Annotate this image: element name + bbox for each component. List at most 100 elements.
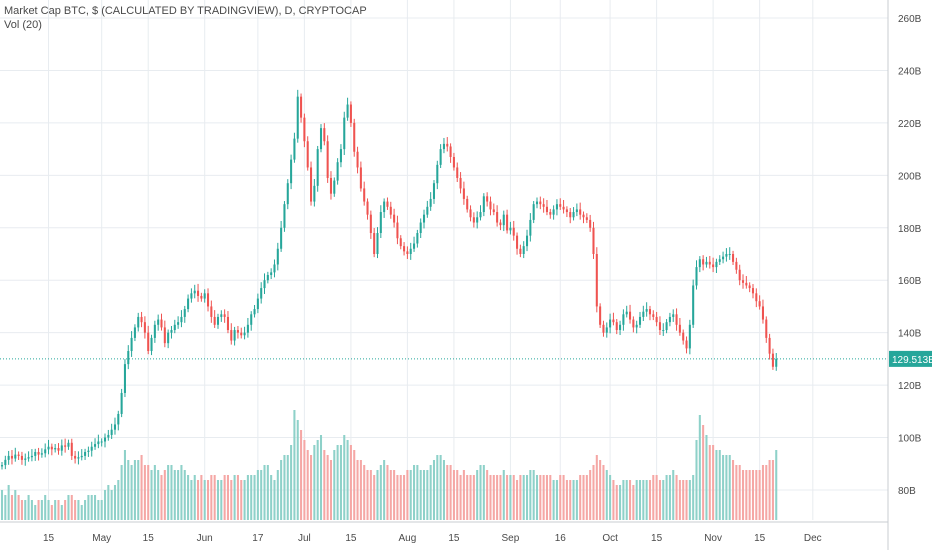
candle-body xyxy=(290,159,293,184)
volume-bar xyxy=(326,455,329,520)
candle-body xyxy=(462,188,465,199)
candle-body xyxy=(180,316,183,323)
last-price-label: 129.513B xyxy=(892,355,932,366)
volume-bar xyxy=(529,470,532,520)
candle-body xyxy=(422,214,426,223)
volume-bar xyxy=(479,465,482,520)
volume-bar xyxy=(476,470,479,520)
volume-bar xyxy=(771,460,774,520)
volume-bar xyxy=(117,480,120,520)
candle-body xyxy=(672,314,675,317)
volume-bar xyxy=(585,475,588,520)
volume-bar xyxy=(562,475,565,520)
volume-bar xyxy=(373,475,376,520)
candle-body xyxy=(565,209,568,213)
volume-bar xyxy=(732,460,735,520)
volume-bar xyxy=(47,500,50,520)
volume-bar xyxy=(619,485,622,520)
candle-body xyxy=(193,290,196,294)
candle-body xyxy=(456,167,459,178)
candle-body xyxy=(143,322,146,333)
time-tick-label: 15 xyxy=(345,533,357,544)
volume-bar xyxy=(286,455,289,520)
candle-body xyxy=(545,206,548,213)
candle-body xyxy=(316,149,319,186)
candle-body xyxy=(403,246,406,252)
candle-body xyxy=(253,309,256,315)
volume-bar xyxy=(256,470,259,520)
volume-bar xyxy=(609,475,612,520)
candle-body xyxy=(728,254,731,255)
candle-body xyxy=(559,204,562,207)
volume-bar xyxy=(94,495,97,520)
volume-bar xyxy=(133,460,136,520)
volume-bar xyxy=(140,455,143,520)
volume-bar xyxy=(150,470,153,520)
volume-bar xyxy=(579,475,582,520)
volume-bar xyxy=(506,475,509,520)
volume-bar xyxy=(339,445,342,520)
volume-bar xyxy=(273,480,276,520)
volume-indicator-label: Vol (20) xyxy=(4,19,42,31)
candle-body xyxy=(725,254,728,257)
candle-body xyxy=(718,259,721,262)
candle-body xyxy=(90,446,93,451)
candle-body xyxy=(442,143,445,150)
volume-bar xyxy=(532,470,535,520)
candle-body xyxy=(575,209,578,213)
candle-body xyxy=(512,227,515,236)
volume-bar xyxy=(519,475,522,520)
volume-bar xyxy=(469,475,472,520)
volume-bar xyxy=(210,475,213,520)
candle-body xyxy=(240,332,243,336)
volume-bar xyxy=(203,480,206,520)
volume-bar xyxy=(120,465,123,520)
candle-body xyxy=(692,285,695,325)
candle-body xyxy=(57,448,60,451)
volume-bar xyxy=(230,480,233,520)
volume-bar xyxy=(612,480,615,520)
volume-bar xyxy=(559,475,562,520)
candle-body xyxy=(609,319,612,328)
volume-bar xyxy=(323,450,326,520)
candle-body xyxy=(722,256,725,260)
volume-bar xyxy=(702,425,705,520)
candle-body xyxy=(748,285,751,289)
candle-body xyxy=(44,449,47,454)
candle-body xyxy=(668,316,671,323)
candle-body xyxy=(170,330,173,333)
candle-body xyxy=(492,209,495,213)
volume-bar xyxy=(50,505,53,520)
volume-bar xyxy=(569,480,572,520)
candle-body xyxy=(353,122,356,152)
volume-bar xyxy=(310,455,313,520)
volume-bar xyxy=(263,465,266,520)
candle-body xyxy=(349,104,352,123)
volume-bar xyxy=(748,470,751,520)
candle-body xyxy=(383,201,386,213)
volume-bar xyxy=(698,415,701,520)
volume-bar xyxy=(489,475,492,520)
candle-body xyxy=(110,429,113,435)
candle-body xyxy=(293,138,296,160)
volume-bar xyxy=(632,485,635,520)
volume-bar xyxy=(77,500,80,520)
candle-body xyxy=(210,306,213,317)
candle-body xyxy=(449,146,452,157)
volume-bar xyxy=(84,500,87,520)
candle-body xyxy=(213,316,216,325)
candle-body xyxy=(137,316,140,328)
candle-body xyxy=(635,324,638,328)
volume-bar xyxy=(40,500,43,520)
candle-body xyxy=(366,201,369,215)
volume-bar xyxy=(293,410,296,520)
candle-body xyxy=(77,457,80,459)
candle-body xyxy=(519,248,522,254)
volume-bar xyxy=(4,495,7,520)
candle-body xyxy=(695,267,698,286)
volume-bar xyxy=(549,475,552,520)
candle-body xyxy=(120,392,123,414)
time-tick-label: 17 xyxy=(252,533,264,544)
